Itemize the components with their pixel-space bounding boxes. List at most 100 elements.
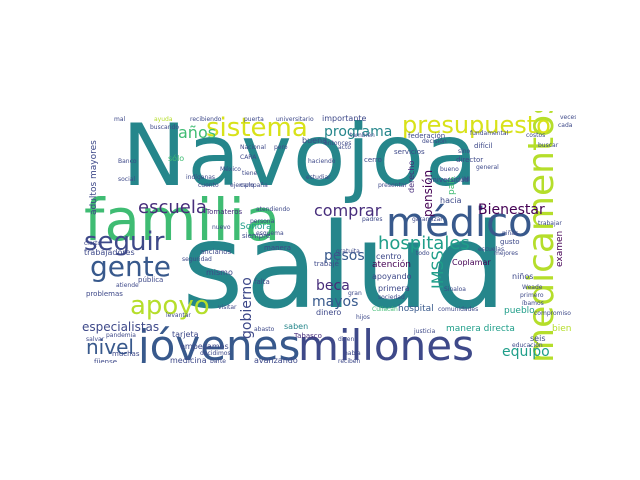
word-sistema: sistema	[206, 113, 308, 143]
word-beca: beca	[316, 278, 350, 294]
word-servicios: servicios	[394, 148, 425, 156]
word-campana: campaña	[240, 182, 268, 189]
word-todo: todo	[416, 250, 430, 257]
word-pero: pero	[274, 144, 288, 151]
word-ini: INI	[462, 176, 471, 183]
word-cara: CARA	[240, 154, 257, 161]
word-indigenas: indígenas	[186, 174, 216, 181]
word-coplamar: Coplamar	[452, 258, 491, 267]
word-director: director	[456, 156, 484, 164]
word-manera: manera	[264, 244, 292, 252]
word-parte: parte	[210, 358, 226, 364]
word-cloud: Navojoa salud familia jóvenes millones m…	[82, 111, 576, 363]
word-habla: habla	[344, 350, 361, 357]
word-universidad: universidad	[428, 176, 469, 184]
word-ibamos: íbamos	[522, 300, 544, 307]
word-puerta: puerta	[244, 116, 264, 123]
word-abasto: abasto	[254, 326, 275, 333]
word-manera-directa: manera directa	[446, 324, 515, 334]
word-fundamental: fundamental	[470, 130, 509, 137]
word-gran: gran	[348, 290, 362, 297]
word-compromiso: compromiso	[534, 310, 571, 317]
word-seguridad: seguridad	[182, 256, 212, 263]
word-gratuita: gratuita	[336, 248, 360, 255]
word-general: general	[476, 164, 499, 171]
word-mal: mal	[114, 116, 126, 123]
word-especialistas: especialistas	[82, 320, 160, 334]
word-justicia: justicia	[414, 328, 436, 335]
word-presupuesto: presupuesto	[402, 111, 551, 139]
word-hacia: hacia	[440, 196, 462, 205]
word-solo: sólo	[168, 154, 185, 163]
word-hospital: hospital	[398, 304, 434, 314]
word-familia: familia	[84, 186, 281, 254]
word-escuelas: escuelas	[478, 246, 505, 253]
word-tarjeta: tarjeta	[172, 330, 199, 339]
word-mexico: México	[220, 166, 241, 173]
word-recibiendo: recibiendo	[190, 116, 222, 123]
word-examen: examen	[555, 230, 565, 267]
word-estudiar: estudiar	[306, 174, 331, 181]
word-adultos-mayores: adultos mayores	[89, 140, 99, 215]
word-sinaloa: Sinaloa	[444, 286, 466, 293]
word-garantizar: garantizar	[412, 216, 443, 223]
word-escuela: escuela	[138, 197, 207, 218]
word-nacional: Nacional	[240, 144, 266, 151]
word-pandemia: pandemia	[106, 332, 136, 339]
word-mismo: mismo	[206, 268, 233, 277]
word-esquema: esquema	[256, 230, 284, 237]
word-hospitales: hospitales	[378, 233, 470, 254]
word-cuento: cuento	[198, 182, 219, 189]
word-anos: años	[178, 123, 217, 142]
word-weade: Weade	[522, 284, 543, 291]
word-muchas: muchas	[112, 350, 140, 358]
word-acto: acto	[338, 144, 351, 151]
word-apoyando: apoyando	[372, 272, 412, 281]
word-federacion: federación	[408, 132, 446, 140]
word-siempre: siempre	[242, 232, 271, 240]
word-buscando: buscando	[150, 124, 179, 131]
word-seis: seis	[530, 334, 546, 343]
word-haciendo: haciendo	[308, 158, 336, 165]
word-tabasco: Tabasco	[294, 332, 322, 340]
word-atencion: atención	[372, 260, 411, 270]
word-derecho: derecho	[407, 160, 416, 193]
word-dificil: difícil	[474, 142, 493, 150]
word-gusto: gusto	[500, 238, 520, 246]
word-falta: falta	[254, 278, 270, 286]
word-ejemplo: ejemplo	[230, 182, 255, 189]
word-levantar: levantar	[166, 312, 191, 319]
word-medicina: medicina	[170, 356, 207, 364]
word-programa: programa	[324, 124, 393, 140]
word-decision: decisión	[422, 138, 447, 145]
word-bueno: bueno	[440, 166, 459, 173]
word-ancianos: ancianos	[200, 248, 232, 256]
word-banco: Banco	[118, 158, 137, 165]
word-costos: costos	[526, 132, 546, 139]
word-navojoa: Navojoa	[122, 111, 479, 206]
word-primero: primero	[520, 292, 544, 299]
word-sociedad: sociedad	[378, 294, 405, 301]
word-sino: sino	[458, 148, 471, 155]
word-social: social	[118, 176, 136, 183]
word-tomateros: Tomateros	[206, 208, 243, 216]
word-tiene: tiene	[242, 170, 258, 177]
word-buena: buena	[302, 136, 328, 145]
word-trabajadores: trabajadores	[84, 248, 135, 257]
word-entonces: entonces	[324, 140, 352, 147]
word-persona: persona	[250, 218, 275, 225]
word-trabaje: trabajé	[314, 260, 339, 268]
word-universitario: universitario	[276, 116, 314, 123]
word-tambien: también	[350, 132, 375, 139]
word-padres: padres	[362, 216, 383, 223]
word-jovenes: jóvenes	[138, 321, 301, 364]
word-sonora: Sonora	[240, 222, 272, 232]
word-veces: veces	[560, 114, 576, 121]
word-millones: millones	[298, 321, 474, 364]
word-ayuda: ayuda	[154, 116, 173, 123]
word-fijense: fíjense	[94, 358, 118, 364]
word-nuevo: nuevo	[212, 224, 231, 231]
word-comunidades: comunidades	[438, 306, 479, 313]
word-educacion: educación	[512, 342, 543, 349]
word-ninos: niños	[512, 272, 534, 281]
